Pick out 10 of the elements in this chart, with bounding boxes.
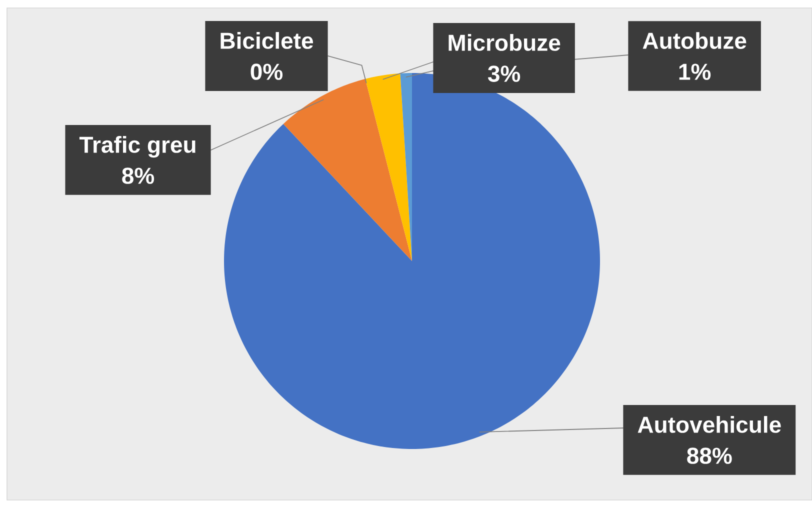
slice-label: Autovehicule <box>638 416 781 433</box>
data-label: 3% <box>488 66 520 82</box>
data-label: 1% <box>679 64 711 80</box>
slice-label: Microbuze <box>448 34 560 51</box>
data-label: 8% <box>122 168 154 184</box>
data-label: 88% <box>687 448 732 464</box>
slice-label: Autobuze <box>642 32 746 49</box>
slice-label: Trafic greu <box>79 136 196 158</box>
category-label: Biciclete <box>220 32 314 49</box>
text: 0% <box>250 64 283 80</box>
